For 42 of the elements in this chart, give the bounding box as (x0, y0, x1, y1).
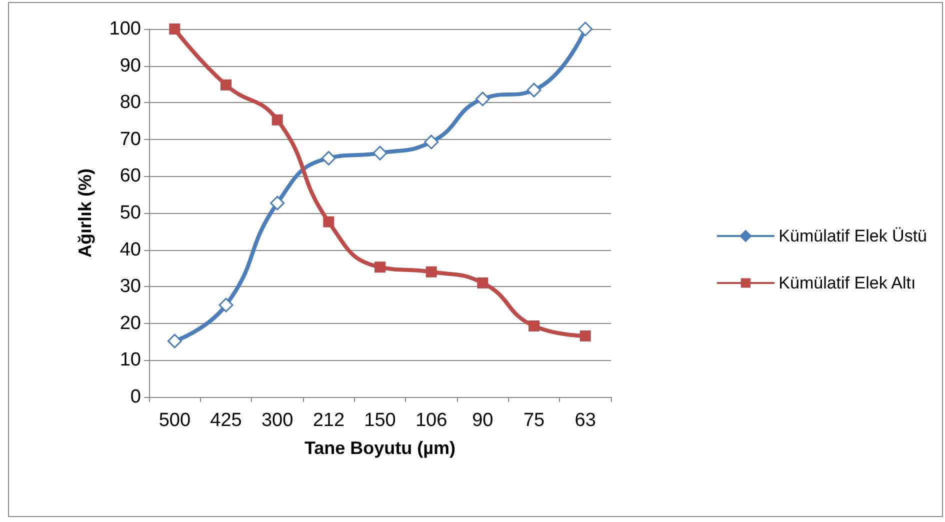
point (323, 216, 334, 228)
x-tick-label: 106 (415, 410, 448, 431)
x-tick-label: 150 (364, 410, 396, 431)
x-tick-label: 90 (472, 410, 494, 431)
y-tick-label: 50 (120, 202, 141, 224)
legend-label: Kümülatif Elek Altı (778, 274, 916, 292)
x-tick-label: 63 (574, 410, 596, 431)
point (218, 298, 234, 312)
point (374, 262, 386, 273)
point (424, 134, 439, 150)
y-tick-label: 20 (120, 312, 141, 334)
x-tick-label: 75 (523, 410, 545, 431)
point (169, 24, 180, 34)
y-tick-label: 30 (120, 276, 141, 298)
y-tick-label: 40 (120, 239, 141, 260)
point (528, 320, 540, 332)
x-tick-label: 425 (210, 410, 242, 431)
point (220, 79, 232, 90)
point (578, 22, 593, 36)
y-tick-label: 70 (120, 128, 141, 150)
point (526, 82, 542, 98)
point (321, 150, 336, 166)
point (477, 277, 488, 288)
x-tick-label: 500 (158, 410, 191, 431)
x-axis-title: Tane Boyutu (µm) (304, 438, 456, 458)
point (167, 334, 182, 348)
point (372, 146, 388, 160)
legend-label: Kümülatif Elek Üstü (778, 226, 928, 246)
point (475, 92, 490, 106)
y-axis-title: Ağırlık (%) (75, 168, 95, 258)
y-tick-label: 60 (120, 166, 141, 187)
y-tick-label: 10 (120, 350, 141, 371)
point (580, 330, 591, 342)
point (270, 196, 285, 210)
y-tick-label: 0 (130, 386, 141, 408)
x-tick-label: 300 (261, 410, 294, 431)
point (272, 114, 283, 126)
y-tick-label: 90 (120, 55, 141, 76)
y-tick-label: 100 (109, 18, 141, 40)
x-tick-label: 212 (312, 410, 345, 431)
y-tick-label: 80 (120, 92, 141, 114)
point (426, 266, 437, 278)
